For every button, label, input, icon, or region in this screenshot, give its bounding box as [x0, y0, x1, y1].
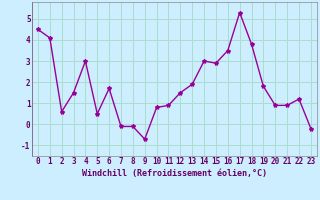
- X-axis label: Windchill (Refroidissement éolien,°C): Windchill (Refroidissement éolien,°C): [82, 169, 267, 178]
